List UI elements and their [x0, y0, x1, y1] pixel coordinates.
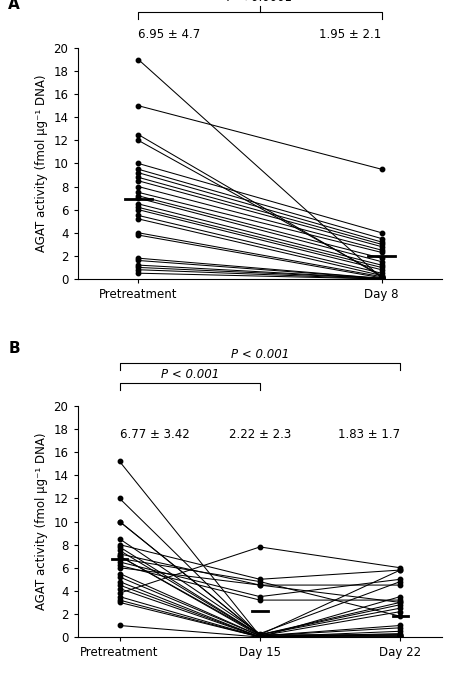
Y-axis label: AGAT activity (fmol μg⁻¹ DNA): AGAT activity (fmol μg⁻¹ DNA)	[35, 75, 48, 252]
Text: P < 0.001: P < 0.001	[160, 368, 218, 381]
Text: P < 0.0001: P < 0.0001	[227, 0, 292, 4]
Text: 6.77 ± 3.42: 6.77 ± 3.42	[119, 427, 189, 440]
Y-axis label: AGAT activity (fmol μg⁻¹ DNA): AGAT activity (fmol μg⁻¹ DNA)	[35, 433, 48, 610]
Text: 1.83 ± 1.7: 1.83 ± 1.7	[337, 427, 399, 440]
Text: 6.95 ± 4.7: 6.95 ± 4.7	[138, 28, 200, 41]
Text: P < 0.001: P < 0.001	[230, 348, 288, 361]
Text: 2.22 ± 2.3: 2.22 ± 2.3	[228, 427, 290, 440]
Text: A: A	[8, 0, 20, 12]
Text: 1.95 ± 2.1: 1.95 ± 2.1	[318, 28, 381, 41]
Text: B: B	[8, 341, 20, 356]
